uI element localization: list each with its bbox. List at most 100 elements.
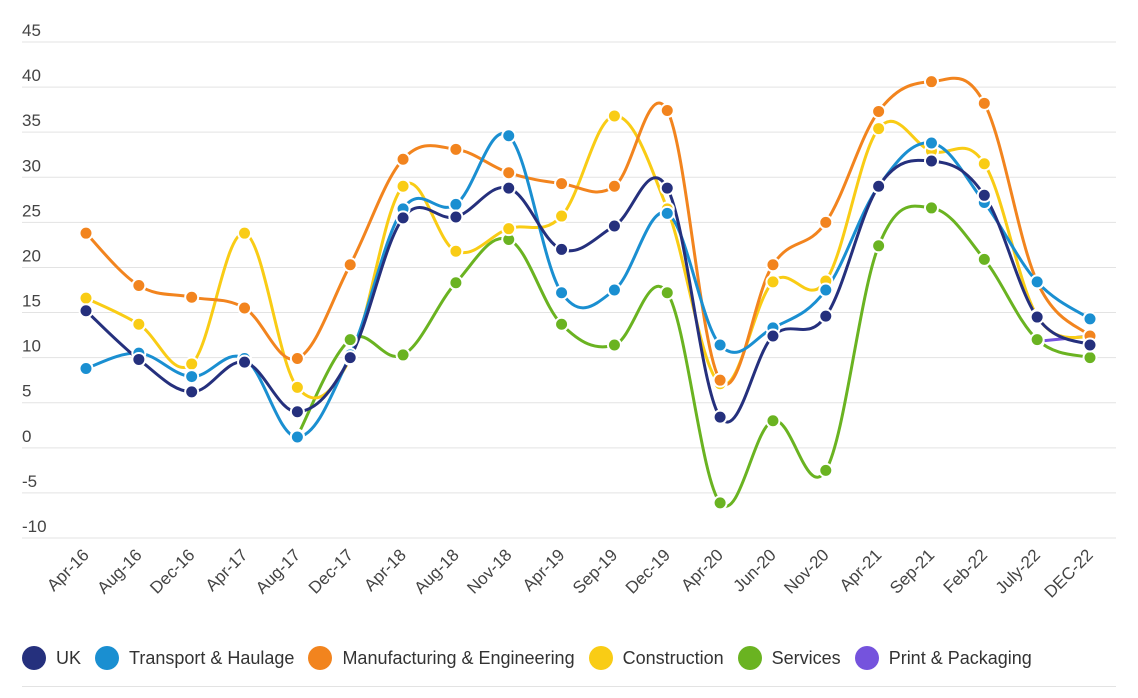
data-point-services[interactable] [342, 332, 358, 348]
x-tick-label: Dec-17 [305, 545, 357, 597]
data-point-services[interactable] [976, 251, 992, 267]
data-point-uk[interactable] [976, 187, 992, 203]
data-point-services[interactable] [395, 347, 411, 363]
y-tick-label: 5 [22, 382, 31, 401]
data-point-transport-haulage[interactable] [554, 285, 570, 301]
legend-item-transport-haulage[interactable]: Transport & Haulage [95, 646, 294, 670]
data-point-uk[interactable] [501, 180, 517, 196]
data-point-manufacturing-engineering[interactable] [501, 165, 517, 181]
data-point-construction[interactable] [976, 156, 992, 172]
y-tick-label: 25 [22, 201, 41, 220]
data-point-construction[interactable] [501, 221, 517, 237]
x-tick-label: Jun-20 [730, 545, 780, 595]
data-point-construction[interactable] [184, 356, 200, 372]
data-point-uk[interactable] [289, 404, 305, 420]
data-point-manufacturing-engineering[interactable] [554, 176, 570, 192]
data-point-manufacturing-engineering[interactable] [78, 225, 94, 241]
legend-label: Manufacturing & Engineering [342, 647, 575, 668]
data-point-uk[interactable] [184, 384, 200, 400]
legend-label: Transport & Haulage [129, 647, 295, 668]
data-point-services[interactable] [923, 200, 939, 216]
data-point-uk[interactable] [554, 241, 570, 257]
data-point-uk[interactable] [1082, 337, 1098, 353]
data-point-uk[interactable] [659, 180, 675, 196]
legend-divider [22, 686, 1116, 687]
legend-item-construction[interactable]: Construction [588, 646, 724, 670]
data-point-transport-haulage[interactable] [1029, 274, 1045, 290]
data-point-uk[interactable] [871, 178, 887, 194]
data-point-transport-haulage[interactable] [1082, 311, 1098, 327]
data-point-services[interactable] [659, 285, 675, 301]
data-point-transport-haulage[interactable] [606, 282, 622, 298]
data-point-construction[interactable] [765, 274, 781, 290]
data-point-services[interactable] [765, 413, 781, 429]
data-point-uk[interactable] [395, 210, 411, 226]
data-point-uk[interactable] [342, 350, 358, 366]
data-point-uk[interactable] [448, 209, 464, 225]
data-point-manufacturing-engineering[interactable] [289, 351, 305, 367]
data-point-uk[interactable] [923, 153, 939, 169]
data-point-uk[interactable] [1029, 309, 1045, 325]
legend: UK Transport & Haulage Manufacturing & Eng… [22, 644, 1046, 672]
data-point-manufacturing-engineering[interactable] [871, 103, 887, 119]
legend-item-print-packaging[interactable]: Print & Packaging [854, 646, 1032, 670]
legend-item-services[interactable]: Services [737, 646, 841, 670]
data-point-transport-haulage[interactable] [184, 369, 200, 385]
data-point-transport-haulage[interactable] [448, 196, 464, 212]
legend-swatch [308, 646, 333, 670]
data-point-manufacturing-engineering[interactable] [395, 151, 411, 167]
data-point-services[interactable] [1029, 332, 1045, 348]
data-point-uk[interactable] [818, 308, 834, 324]
data-point-services[interactable] [554, 316, 570, 332]
data-point-manufacturing-engineering[interactable] [976, 95, 992, 111]
data-point-uk[interactable] [765, 328, 781, 344]
data-point-services[interactable] [871, 238, 887, 254]
data-point-manufacturing-engineering[interactable] [923, 74, 939, 90]
legend-swatch [854, 646, 879, 670]
data-point-uk[interactable] [606, 218, 622, 234]
data-point-construction[interactable] [448, 243, 464, 259]
data-point-manufacturing-engineering[interactable] [131, 277, 147, 293]
x-tick-label: Apr-18 [360, 545, 410, 595]
data-point-construction[interactable] [237, 225, 253, 241]
data-point-manufacturing-engineering[interactable] [606, 178, 622, 194]
data-point-services[interactable] [712, 495, 728, 511]
data-point-services[interactable] [1082, 350, 1098, 366]
data-point-construction[interactable] [606, 108, 622, 124]
data-point-construction[interactable] [131, 316, 147, 332]
data-point-manufacturing-engineering[interactable] [342, 257, 358, 273]
legend-item-manufacturing-engineering[interactable]: Manufacturing & Engineering [308, 646, 575, 670]
data-point-services[interactable] [448, 275, 464, 291]
data-point-construction[interactable] [289, 379, 305, 395]
y-tick-label: 45 [22, 21, 41, 40]
x-tick-label: Apr-16 [43, 545, 93, 595]
data-point-transport-haulage[interactable] [501, 128, 517, 144]
data-point-uk[interactable] [712, 409, 728, 425]
data-point-construction[interactable] [395, 178, 411, 194]
data-point-manufacturing-engineering[interactable] [659, 103, 675, 119]
x-tick-label: Nov-18 [463, 545, 515, 597]
data-point-construction[interactable] [78, 290, 94, 306]
data-point-manufacturing-engineering[interactable] [712, 372, 728, 388]
data-point-transport-haulage[interactable] [712, 337, 728, 353]
data-point-services[interactable] [818, 462, 834, 478]
data-point-manufacturing-engineering[interactable] [237, 300, 253, 316]
data-point-uk[interactable] [237, 354, 253, 370]
data-point-manufacturing-engineering[interactable] [448, 141, 464, 157]
data-point-uk[interactable] [78, 303, 94, 319]
data-point-transport-haulage[interactable] [818, 282, 834, 298]
data-point-construction[interactable] [554, 208, 570, 224]
data-point-manufacturing-engineering[interactable] [184, 289, 200, 305]
data-point-transport-haulage[interactable] [923, 135, 939, 151]
data-point-uk[interactable] [131, 351, 147, 367]
data-point-services[interactable] [606, 337, 622, 353]
data-point-construction[interactable] [871, 121, 887, 137]
data-point-transport-haulage[interactable] [289, 429, 305, 445]
data-point-manufacturing-engineering[interactable] [765, 257, 781, 273]
data-point-manufacturing-engineering[interactable] [818, 214, 834, 230]
legend-item-uk[interactable]: UK [22, 646, 81, 670]
data-point-transport-haulage[interactable] [78, 360, 94, 376]
x-tick-label: Apr-20 [677, 545, 727, 595]
x-tick-label: Dec-16 [146, 545, 198, 597]
data-point-transport-haulage[interactable] [659, 205, 675, 221]
